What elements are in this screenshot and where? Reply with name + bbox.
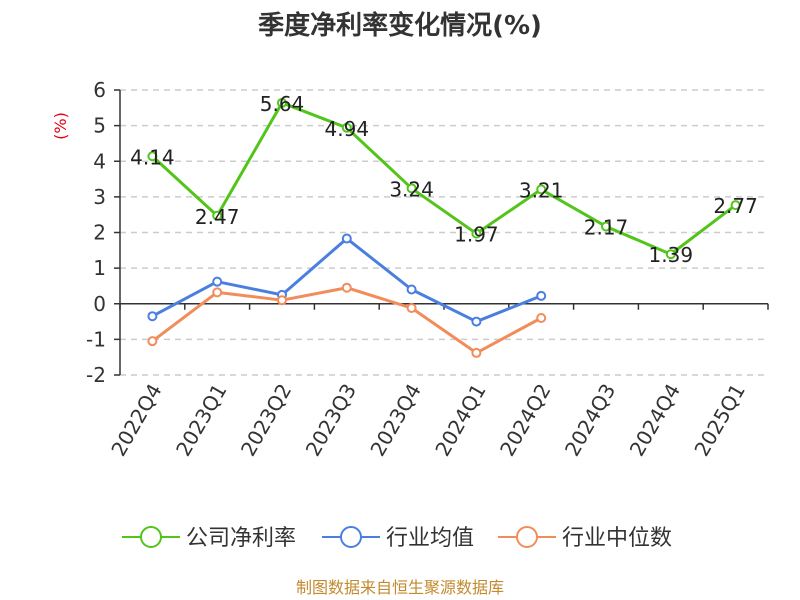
- x-tick-label: 2024Q2: [495, 380, 555, 461]
- data-point: [536, 290, 547, 301]
- data-point: [536, 184, 547, 195]
- data-point: [471, 347, 482, 358]
- y-axis-unit-label: (%): [51, 112, 70, 140]
- grid-layer: [120, 89, 768, 376]
- data-point: [471, 316, 482, 327]
- data-point: [147, 311, 158, 322]
- x-tick-label: 2024Q3: [560, 380, 620, 461]
- x-tick-label: 2023Q4: [365, 380, 425, 461]
- data-point: [406, 284, 417, 295]
- data-label: 4.14: [130, 145, 175, 169]
- y-tick-label: 6: [93, 78, 106, 102]
- data-label: 1.39: [649, 243, 694, 267]
- data-label: 1.97: [454, 223, 499, 247]
- data-point: [536, 313, 547, 323]
- data-point: [212, 276, 223, 287]
- data-label: 2.47: [195, 205, 240, 229]
- x-tick-label: 2025Q1: [689, 380, 749, 461]
- legend-label: 公司净利率: [186, 526, 296, 551]
- data-label: 2.77: [713, 194, 758, 218]
- y-tick-label: 4: [93, 149, 106, 173]
- data-point: [147, 336, 158, 347]
- data-point: [341, 233, 352, 244]
- legend: 公司净利率 行业均值 行业中位数: [122, 526, 672, 551]
- data-label: 2.17: [584, 215, 629, 239]
- x-tick-label: 2022Q4: [106, 380, 166, 461]
- data-label: 5.64: [260, 92, 305, 116]
- x-tick-label: 2023Q3: [301, 380, 361, 461]
- y-tick-label: 0: [93, 292, 106, 316]
- legend-marker: [340, 526, 362, 548]
- data-point: [341, 282, 352, 293]
- data-point: [277, 97, 287, 108]
- x-tick-label: 2024Q4: [625, 380, 685, 461]
- y-tick-label: 3: [93, 185, 106, 209]
- data-point: [341, 122, 352, 133]
- y-tick-label: 2: [93, 221, 106, 245]
- legend-item[interactable]: 行业中位数: [498, 526, 672, 551]
- x-tick-label: 2023Q1: [171, 380, 231, 461]
- series-line-1: [151, 237, 542, 324]
- data-point: [471, 228, 482, 239]
- axis-layer: -2 -1 0 1 2 3 4 5 6 2022Q4 2023Q1 2023Q2 2023Q3 2023Q…: [86, 78, 769, 461]
- chart-title: 季度净利率变化情况(%): [258, 10, 542, 41]
- y-tick-label: 1: [93, 256, 106, 280]
- data-point: [212, 210, 223, 221]
- legend-label: 行业中位数: [562, 526, 672, 551]
- series-line-0: [151, 101, 737, 256]
- data-point: [406, 183, 417, 194]
- legend-label: 行业均值: [386, 526, 474, 551]
- data-point: [277, 295, 287, 306]
- data-point: [147, 151, 158, 162]
- data-label: 3.21: [519, 178, 564, 202]
- data-source-note: 制图数据来自恒生聚源数据库: [296, 578, 504, 597]
- y-tick-label: -1: [86, 327, 106, 351]
- data-point: [406, 303, 417, 314]
- data-point: [665, 249, 676, 260]
- data-label: 4.94: [325, 117, 370, 141]
- data-point: [212, 287, 223, 298]
- data-label: 3.24: [389, 177, 434, 201]
- y-tick-label: -2: [86, 363, 106, 387]
- data-label-layer: 4.14 2.47 5.64 4.94 3.24 1.97 3.21 2.17 1.39 2.77: [130, 92, 758, 267]
- y-tick-label: 5: [93, 114, 106, 138]
- x-tick-label: 2023Q2: [236, 380, 296, 461]
- x-tick-label: 2024Q1: [430, 380, 490, 461]
- series-layer: [147, 97, 741, 358]
- legend-item[interactable]: 行业均值: [322, 526, 474, 551]
- data-point: [730, 200, 741, 211]
- legend-marker: [516, 526, 538, 548]
- legend-item[interactable]: 公司净利率: [122, 526, 296, 551]
- data-point: [601, 221, 611, 232]
- legend-marker: [140, 526, 162, 548]
